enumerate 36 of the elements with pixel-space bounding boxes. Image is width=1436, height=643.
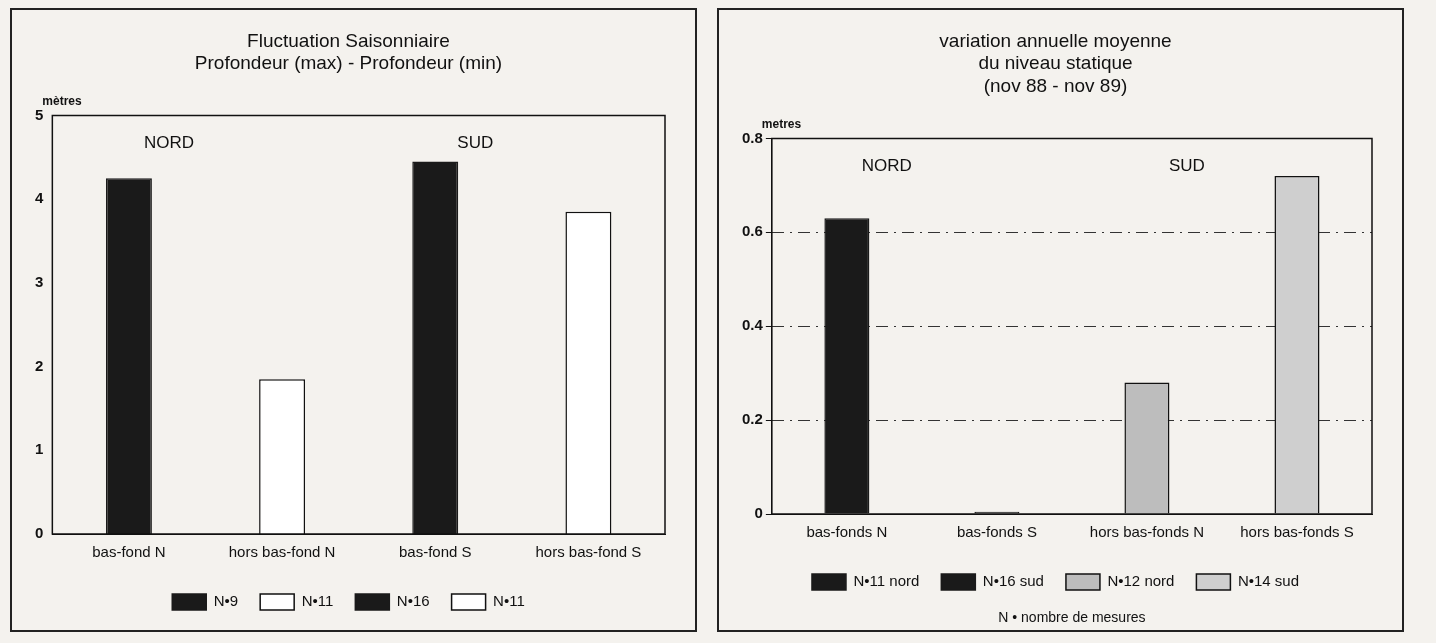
legend-label: N•14 sud	[1237, 572, 1300, 590]
annotation: NORD	[861, 156, 912, 176]
x-tick-label: bas-fonds S	[956, 523, 1037, 541]
legend-label: N•12 nord	[1107, 572, 1175, 590]
annotation: SUD	[457, 133, 494, 153]
y-tick-label: 0.6	[741, 222, 763, 240]
legend-label: N•11	[493, 592, 525, 610]
y-tick-label: 0.2	[741, 410, 763, 428]
annotation: NORD	[143, 133, 194, 153]
x-tick-label: bas-fonds N	[806, 523, 888, 541]
x-tick-label: hors bas-fonds S	[1240, 523, 1354, 541]
y-axis-title: mètres	[42, 93, 83, 108]
text: N • nombre de mesures	[998, 608, 1146, 625]
chart-title: variation annuelle moyenne du niveau statique (nov 88 - nov 89)	[939, 29, 1172, 97]
legend-label: N•16 sud	[982, 572, 1044, 590]
y-axis-title: metres	[761, 116, 802, 131]
legend-label: N•11 nord	[853, 572, 920, 590]
y-tick-label: 1	[35, 440, 44, 458]
y-tick-label: 0.4	[741, 316, 764, 334]
y-tick-label: 3	[35, 273, 44, 291]
x-tick-label: hors bas-fonds N	[1089, 523, 1205, 541]
annotation: SUD	[1168, 156, 1205, 176]
x-tick-label: hors bas-fond N	[228, 543, 336, 561]
chart-title: Fluctuation Saisonniaire Profondeur (max) - Profondeur (min)	[194, 29, 503, 74]
x-tick-label: bas-fond N	[92, 543, 166, 561]
legend-label: N•11	[301, 592, 334, 610]
y-tick-label: 0	[35, 524, 44, 542]
legend-label: N•9	[213, 592, 239, 610]
y-tick-label: 0.8	[741, 128, 763, 146]
x-tick-label: bas-fond S	[398, 543, 472, 561]
x-tick-label: hors bas-fond S	[535, 543, 642, 561]
y-tick-label: 2	[35, 356, 44, 374]
y-tick-label: 4	[35, 189, 44, 207]
y-tick-label: 0	[754, 504, 763, 522]
y-tick-label: 5	[35, 105, 44, 123]
legend-label: N•16	[396, 592, 430, 610]
